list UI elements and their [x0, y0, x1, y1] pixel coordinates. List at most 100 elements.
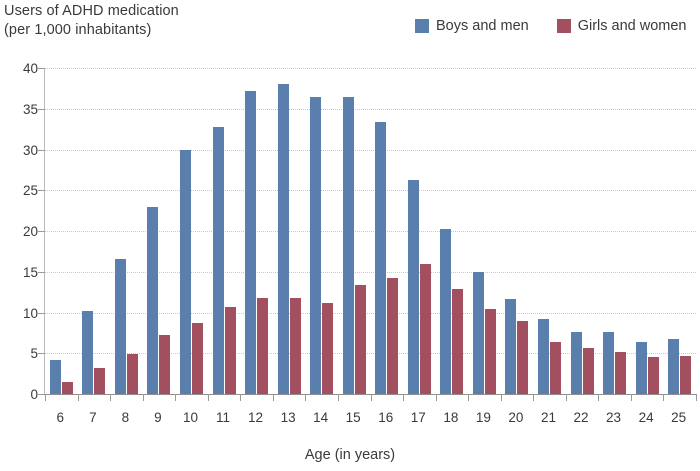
x-axis-tick-label: 14: [313, 410, 329, 425]
x-axis-tick-label: 15: [345, 410, 361, 425]
x-axis-tick: [370, 394, 372, 401]
x-axis-tick-label: 23: [606, 410, 622, 425]
legend-item-girls-and-women: Girls and women: [556, 18, 687, 34]
x-axis-tick-label: 13: [280, 410, 296, 425]
bar-group: [143, 68, 176, 394]
x-axis-tick: [500, 394, 502, 401]
x-axis-tick-label: 25: [671, 410, 687, 425]
bar-girls-and-women: [517, 321, 529, 394]
legend-swatch-icon: [415, 19, 429, 33]
bar-girls-and-women: [647, 356, 659, 394]
x-axis-tick-label: 6: [56, 410, 65, 425]
x-axis-tick: [175, 394, 177, 401]
x-axis-tick-label: 24: [638, 410, 654, 425]
gridline: [45, 271, 696, 273]
y-axis-tick-label: 15: [22, 264, 38, 280]
bar-boys-and-men: [49, 359, 61, 394]
chart-legend: Boys and men Girls and women: [415, 18, 687, 34]
x-axis-tick-label: 8: [121, 410, 130, 425]
x-axis-tick: [630, 394, 632, 401]
bar-girls-and-women: [452, 288, 464, 394]
x-axis-tick-label: 16: [378, 410, 394, 425]
x-axis-labels: 6 7 8 9 10 11 12 13 14 15 16 17 18 19 20 21 22 23 24 25: [44, 410, 695, 430]
y-axis-tick-label: 25: [22, 183, 38, 199]
bar-girls-and-women: [224, 306, 236, 394]
legend-item-boys-and-men: Boys and men: [415, 18, 529, 34]
bar-girls-and-women: [257, 297, 269, 394]
bar-boys-and-men: [147, 206, 159, 394]
bar-boys-and-men: [310, 97, 322, 394]
gridline: [45, 190, 696, 192]
bar-girls-and-women: [61, 381, 73, 394]
x-axis-tick-label: 12: [248, 410, 264, 425]
bar-boys-and-men: [537, 319, 549, 394]
y-axis-tick-label: 20: [22, 224, 38, 239]
y-axis-tick-label: 35: [22, 101, 38, 117]
bar-group: [663, 68, 696, 394]
bar-group: [305, 68, 338, 394]
bar-group: [240, 68, 273, 394]
bar-group: [436, 68, 469, 394]
bar-boys-and-men: [179, 149, 191, 394]
x-axis-tick-label: 21: [540, 410, 556, 425]
legend-label: Girls and women: [577, 18, 687, 34]
bar-boys-and-men: [375, 121, 387, 394]
bar-group: [468, 68, 501, 394]
x-axis-tick: [45, 394, 46, 401]
bar-group: [501, 68, 534, 394]
bar-boys-and-men: [570, 332, 582, 394]
y-axis-labels: 0 5 10 15 20 25 30 35 40: [0, 62, 38, 401]
x-axis-tick-label: 19: [475, 410, 491, 425]
y-axis-tick: [38, 312, 45, 314]
x-axis-tick-label: 22: [573, 410, 589, 425]
x-axis-tick: [110, 394, 112, 401]
gridline: [45, 353, 696, 355]
x-axis-tick-label: 20: [508, 410, 524, 425]
bar-girls-and-women: [159, 335, 171, 394]
x-axis-tick: [696, 394, 697, 401]
bar-girls-and-women: [615, 351, 627, 394]
y-axis-tick: [38, 231, 45, 232]
bar-boys-and-men: [440, 228, 452, 394]
bar-girls-and-women: [680, 355, 692, 394]
bar-boys-and-men: [114, 258, 126, 394]
legend-label: Boys and men: [436, 18, 529, 34]
gridline: [45, 149, 696, 151]
x-axis-tick: [533, 394, 535, 401]
y-axis-tick: [38, 68, 45, 69]
bar-boys-and-men: [472, 271, 484, 394]
x-axis-tick: [598, 394, 600, 401]
bar-groups: [45, 68, 696, 394]
bar-girls-and-women: [387, 278, 399, 394]
bar-group: [370, 68, 403, 394]
x-axis-tick: [435, 394, 437, 401]
bar-group: [208, 68, 241, 394]
bar-group: [598, 68, 631, 394]
y-axis-tick: [38, 271, 45, 273]
y-axis-tick: [38, 149, 45, 151]
bar-group: [631, 68, 664, 394]
x-axis-tick: [142, 394, 144, 401]
bar-girls-and-women: [549, 341, 561, 394]
y-axis-tick-label: 5: [30, 346, 38, 362]
x-axis-tick: [565, 394, 567, 401]
chart-title-line1: Users of ADHD medication: [4, 3, 179, 19]
y-axis-tick-label: 30: [22, 142, 38, 158]
bar-girls-and-women: [126, 354, 138, 394]
x-axis-tick: [240, 394, 242, 401]
x-axis-tick-label: 17: [410, 410, 426, 425]
y-axis-tick: [38, 394, 45, 395]
gridline: [45, 108, 696, 110]
y-axis-tick: [38, 353, 45, 355]
bar-boys-and-men: [245, 90, 257, 394]
plot-area: [38, 68, 697, 401]
bar-boys-and-men: [668, 339, 680, 394]
x-axis-tick-label: 18: [443, 410, 459, 425]
bar-girls-and-women: [419, 264, 431, 394]
bar-girls-and-women: [289, 297, 301, 394]
bar-girls-and-women: [322, 302, 334, 394]
legend-swatch-icon: [556, 19, 571, 33]
x-axis-tick: [207, 394, 209, 401]
gridline: [45, 231, 696, 232]
bar-group: [175, 68, 208, 394]
